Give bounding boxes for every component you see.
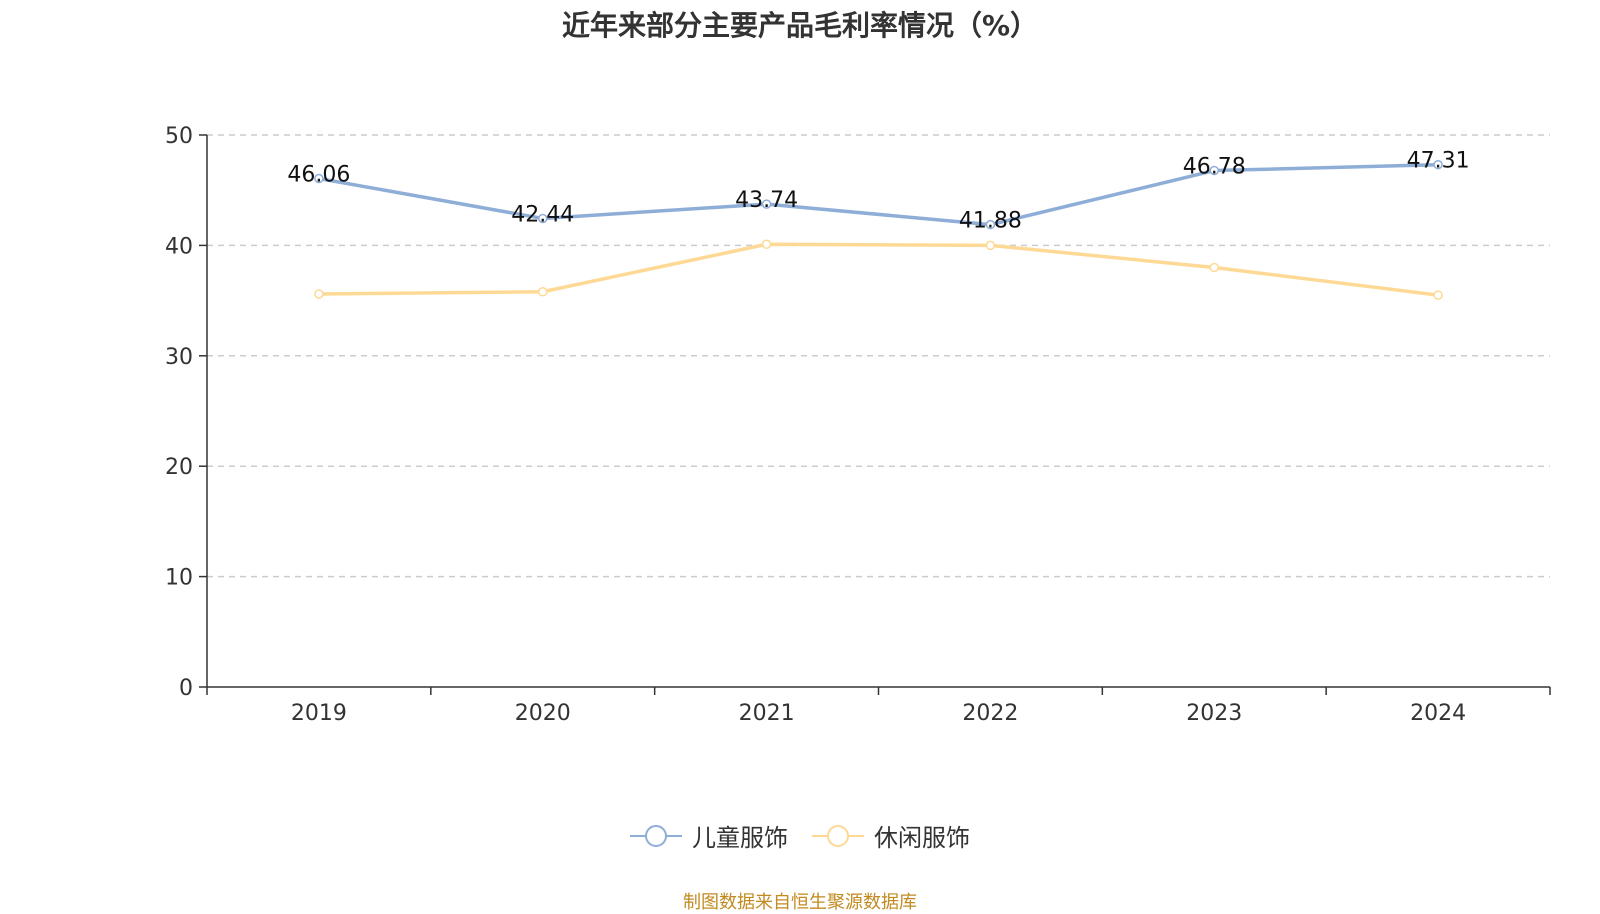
data-point-series-1 [1433, 159, 1443, 170]
series-line-2 [318, 242, 1439, 297]
data-point-series-2 [1209, 262, 1219, 273]
data-point-series-2 [761, 239, 772, 250]
data-label-series-1: 46.06 [287, 162, 350, 187]
data-point-series-2 [985, 240, 996, 251]
data-label-series-1: 42.44 [511, 202, 574, 227]
y-tick-label: 50 [165, 124, 193, 149]
x-tick-label: 2021 [739, 701, 795, 726]
data-label-series-1: 47.31 [1407, 149, 1470, 174]
legend: 儿童服饰 休闲服饰 [0, 818, 1600, 853]
data-point-series-2 [538, 287, 548, 297]
legend-marker-series-1 [630, 824, 682, 847]
x-tick-label: 2024 [1410, 701, 1466, 726]
data-point-series-2 [314, 289, 324, 299]
data-label-series-1: 43.74 [735, 188, 798, 213]
x-tick-label: 2022 [962, 701, 1018, 726]
series-line-1 [318, 162, 1439, 227]
data-point-series-1 [314, 173, 324, 184]
legend-label-series-1: 儿童服饰 [692, 824, 788, 852]
y-tick-label: 10 [165, 566, 193, 591]
y-tick-label: 20 [165, 455, 193, 480]
x-tick-label: 2020 [515, 701, 571, 726]
chart-title: 近年来部分主要产品毛利率情况（%） [561, 9, 1039, 42]
source-note: 制图数据来自恒生聚源数据库 [683, 892, 917, 913]
data-label-series-1: 41.88 [959, 209, 1022, 234]
data-point-series-1 [985, 219, 996, 230]
data-point-series-1 [761, 199, 772, 209]
legend-item-series-1[interactable]: 儿童服饰 [630, 818, 788, 853]
x-tick-label: 2019 [291, 701, 347, 726]
data-point-series-1 [1209, 165, 1219, 176]
legend-item-series-2[interactable]: 休闲服饰 [812, 818, 970, 853]
y-tick-label: 0 [179, 676, 193, 701]
y-tick-label: 40 [165, 234, 193, 259]
legend-marker-series-2 [812, 824, 864, 847]
y-tick-label: 30 [165, 345, 193, 370]
legend-label-series-2: 休闲服饰 [874, 824, 970, 852]
x-tick-label: 2023 [1186, 701, 1242, 726]
data-label-series-1: 46.78 [1183, 155, 1246, 180]
data-point-series-2 [1433, 290, 1443, 300]
data-point-series-1 [538, 213, 548, 224]
